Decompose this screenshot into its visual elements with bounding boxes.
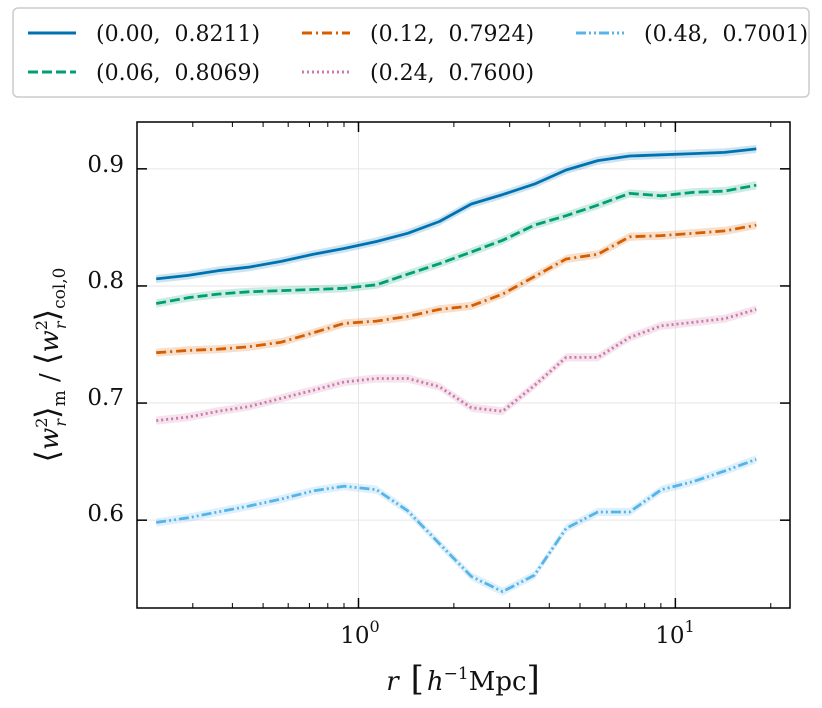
legend-entry: (0.48, 0.7001) — [576, 22, 808, 47]
series-band — [156, 144, 757, 284]
x-tick-label: 100 — [340, 617, 379, 649]
x-axis-label: r [h−1Mpc] — [386, 659, 540, 699]
x-tick-base: 10 — [340, 623, 369, 649]
legend-label: (0.48, 0.7001) — [644, 22, 808, 47]
legend-entry: (0.06, 0.8069) — [28, 61, 260, 86]
x-axis-bracket-open: [ — [411, 659, 424, 699]
x-axis-unit-exp: −1 — [444, 664, 469, 684]
y-axis-var: w — [35, 330, 65, 352]
x-axis-unit-mpc: Mpc — [469, 667, 527, 697]
plot-frame — [136, 121, 791, 609]
legend-entry: (0.24, 0.7600) — [302, 61, 534, 86]
x-tick-label: 101 — [655, 617, 694, 649]
x-tick-exp: 0 — [370, 617, 380, 636]
series-lines — [155, 147, 757, 593]
legend-entry: (0.12, 0.7924) — [302, 22, 534, 47]
y-axis-separator: / — [35, 365, 65, 390]
x-axis-var: r — [386, 667, 400, 697]
y-tick-label: 0.6 — [87, 501, 124, 527]
series-line — [155, 457, 757, 593]
y-tick-label: 0.8 — [87, 268, 124, 294]
series-band — [156, 305, 757, 425]
y-axis-sub: r — [51, 418, 70, 427]
grid — [137, 122, 790, 608]
plot-area — [136, 121, 791, 609]
legend-label: (0.12, 0.7924) — [370, 22, 534, 47]
legend-entry: (0.00, 0.8211) — [28, 22, 260, 47]
series-line — [156, 147, 757, 281]
y-axis-sub-label: col,0 — [50, 268, 70, 309]
y-axis-sub: r — [51, 320, 70, 329]
legend-label: (0.24, 0.7600) — [370, 61, 534, 86]
legend: (0.00, 0.8211) (0.06, 0.8069) (0.12, 0.7… — [12, 7, 810, 98]
legend-label: (0.00, 0.8211) — [96, 22, 260, 47]
x-axis-unit-h: h — [427, 667, 444, 697]
series-band — [156, 220, 757, 357]
y-axis-bracket: ⟨ — [28, 450, 66, 462]
x-tick-labels: 100 101 — [340, 617, 694, 649]
series-line — [155, 183, 757, 305]
y-axis-label: ⟨w2r⟩m / ⟨w2r⟩col,0 — [28, 268, 70, 463]
y-tick-label: 0.7 — [87, 385, 124, 411]
legend-label: (0.06, 0.8069) — [96, 61, 260, 86]
y-axis-bracket: ⟩ — [28, 309, 66, 321]
legend-frame — [12, 7, 810, 98]
y-axis-var: w — [35, 428, 65, 450]
series-band — [156, 181, 757, 308]
series-band — [156, 455, 757, 596]
x-axis-bracket-close: ] — [527, 659, 540, 699]
axis-ticks — [136, 122, 790, 608]
y-axis-sub-label: m — [50, 390, 70, 406]
y-tick-labels: 0.6 0.7 0.8 0.9 — [87, 152, 124, 527]
y-axis-sup: 2 — [32, 320, 51, 330]
y-axis-bracket: ⟩ — [28, 406, 66, 418]
x-tick-exp: 1 — [685, 617, 695, 636]
y-tick-label: 0.9 — [87, 152, 124, 178]
y-axis-sup: 2 — [32, 418, 51, 428]
series-line — [156, 223, 757, 355]
x-tick-base: 10 — [655, 623, 684, 649]
y-axis-bracket: ⟨ — [28, 353, 66, 365]
